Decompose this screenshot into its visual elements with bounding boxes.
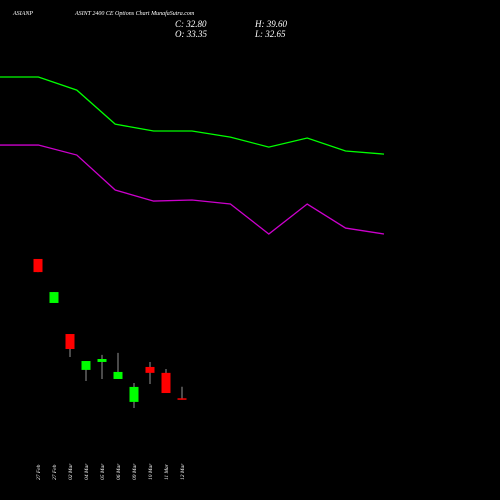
candle-body — [161, 372, 171, 394]
candle-body — [113, 371, 123, 379]
low-label: L: 32.65 — [254, 29, 286, 39]
candle-body — [65, 334, 75, 350]
candle-body — [81, 361, 91, 370]
symbol: ASIANP — [12, 11, 33, 17]
x-tick-label: 02 Mar — [68, 463, 74, 480]
candle-body — [97, 358, 107, 362]
high-label: H: 39.60 — [254, 19, 287, 29]
candle-body — [49, 292, 59, 303]
x-tick-label: 10 Mar — [148, 463, 154, 480]
x-tick-label: 09 Mar — [132, 463, 138, 480]
x-tick-label: 04 Mar — [83, 463, 90, 480]
x-tick-label: 12 Mar — [180, 463, 186, 480]
candle-body — [145, 366, 155, 373]
x-tick-label: 06 Mar — [116, 463, 122, 480]
candle-body — [177, 398, 187, 400]
indicator-line — [0, 76, 385, 155]
open-label: O: 33.35 — [175, 29, 207, 39]
x-tick-label: 11 Mar — [164, 463, 170, 480]
x-tick-label: 27 Feb — [52, 464, 58, 480]
x-tick-label: 27 Feb — [36, 464, 42, 480]
candle-body — [129, 386, 139, 402]
close-label: C: 32.80 — [175, 19, 207, 29]
x-tick-label: 05 Mar — [100, 463, 106, 480]
candle-body — [33, 258, 43, 273]
chart-title: ASINT 2400 CE Options Chart MunafaSutra.… — [74, 10, 195, 17]
indicator-line — [0, 144, 385, 235]
